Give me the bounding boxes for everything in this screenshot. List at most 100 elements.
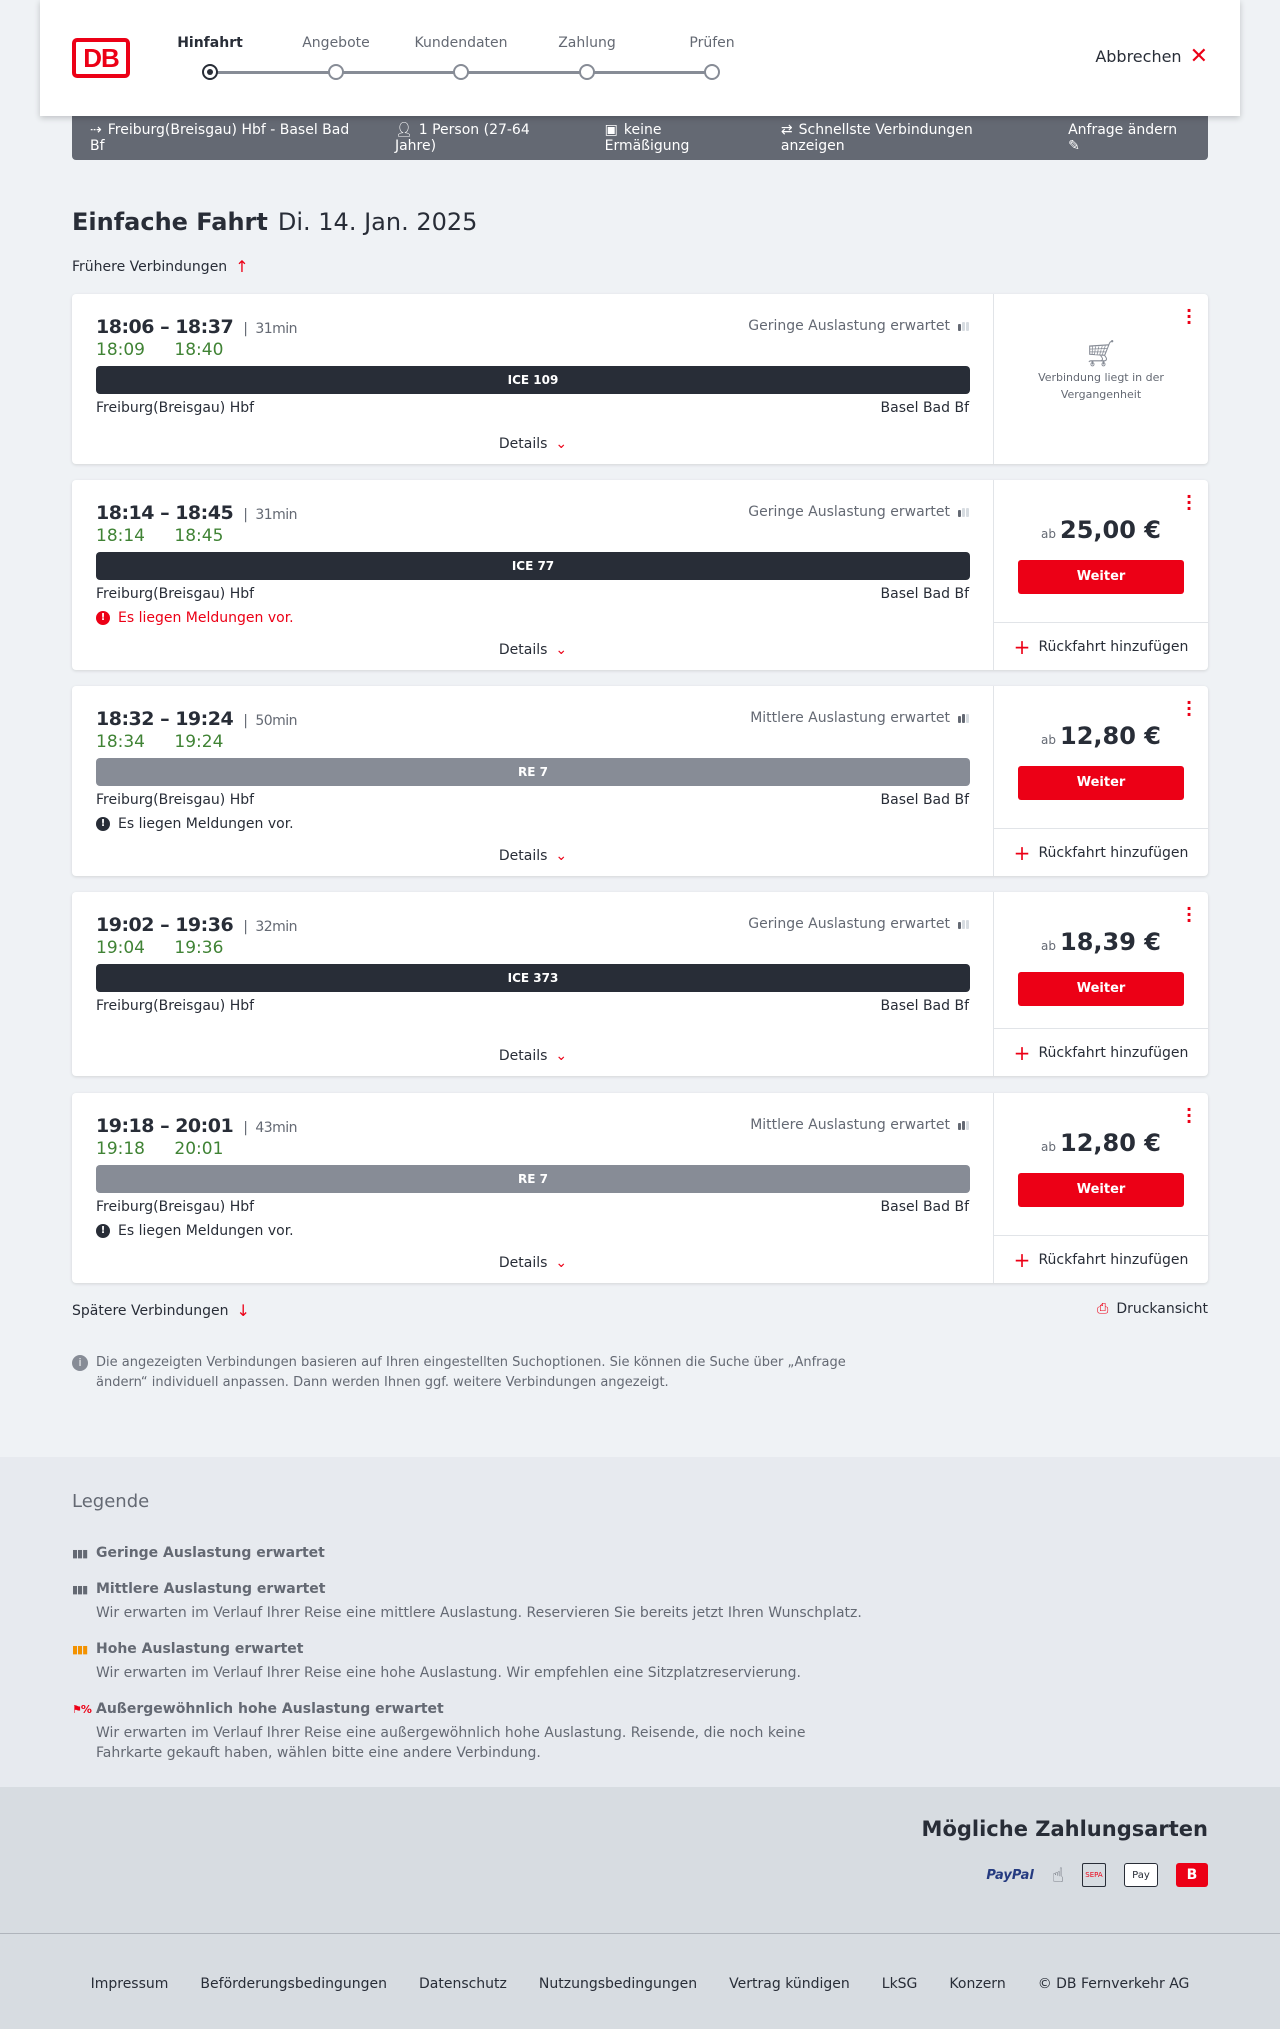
arrow-down-icon: ↓ — [236, 1301, 250, 1320]
earlier-label: Frühere Verbindungen — [72, 258, 228, 275]
realtime-times: 18:34 19:24 — [96, 732, 223, 752]
realtime-times: 19:04 19:36 — [96, 938, 223, 958]
continue-button[interactable]: Weiter — [1018, 560, 1184, 594]
alert-icon: ! — [96, 611, 110, 625]
realtime-arrival: 18:45 — [174, 526, 224, 546]
later-connections-link[interactable]: Spätere Verbindungen ↓ — [72, 1301, 250, 1320]
details-toggle[interactable]: Details ⌄ — [72, 1048, 994, 1064]
chevron-down-icon: ⌄ — [555, 1255, 568, 1271]
chevron-down-icon: ⌄ — [555, 436, 568, 452]
price-value: 12,80 € — [1060, 722, 1161, 750]
arrow-up-icon: ↑ — [235, 257, 249, 276]
planned-times: 19:18 – 20:01 | 43min — [96, 1115, 298, 1137]
load-level-icon: ▮▮▮ — [72, 1547, 88, 1560]
duration: | 43min — [243, 1120, 298, 1136]
price: ab 12,80 € — [994, 722, 1208, 750]
step-dot — [202, 64, 218, 80]
duration: | 32min — [243, 919, 298, 935]
card-icon: ▣ — [604, 122, 618, 138]
more-options-icon[interactable]: · · · — [1186, 693, 1193, 724]
db-logo[interactable]: DB — [72, 38, 130, 78]
arrival-station: Basel Bad Bf — [880, 586, 969, 602]
footer-link[interactable]: Impressum — [90, 1976, 169, 1992]
continue-button[interactable]: Weiter — [1018, 1173, 1184, 1207]
print-view-link[interactable]: ⎙ Druckansicht — [1097, 1301, 1208, 1317]
train-bar[interactable]: RE 7 — [96, 758, 970, 786]
details-toggle[interactable]: Details ⌄ — [72, 642, 994, 658]
close-icon: ✕ — [1189, 43, 1208, 69]
footer-link[interactable]: Vertrag kündigen — [729, 1976, 850, 1992]
footer: Impressum Beförderungsbedingungen Datensch… — [0, 1933, 1280, 2029]
more-options-icon[interactable]: · · · — [1186, 1100, 1193, 1131]
footer-link[interactable]: Konzern — [949, 1976, 1006, 1992]
message-text: Es liegen Meldungen vor. — [118, 816, 294, 832]
persons-text: 1 Person (27-64 Jahre) — [394, 122, 530, 154]
train-bar[interactable]: RE 7 — [96, 1165, 970, 1193]
credit-card-icon: ☝ — [1051, 1863, 1064, 1887]
db-bonus-icon: B — [1176, 1863, 1208, 1887]
add-return-trip-button[interactable]: + Rückfahrt hinzufügen — [994, 1235, 1208, 1283]
price: ab 18,39 € — [994, 928, 1208, 956]
realtime-times: 19:18 20:01 — [96, 1139, 223, 1159]
connection-info: 19:18 – 20:01 | 43min 19:18 20:01 Mittler… — [72, 1093, 994, 1283]
details-toggle[interactable]: Details ⌄ — [72, 848, 994, 864]
footer-link[interactable]: LkSG — [881, 1976, 918, 1992]
times: 18:14 – 18:45 — [96, 502, 234, 524]
load-text: Geringe Auslastung erwartet — [748, 504, 950, 520]
more-options-icon[interactable]: · · · — [1186, 301, 1193, 332]
load-indicator: Geringe Auslastung erwartet — [748, 504, 969, 520]
message-notice: ! Es liegen Meldungen vor. — [96, 1223, 294, 1239]
more-options-icon[interactable]: · · · — [1186, 899, 1193, 930]
legend-item-text: Wir erwarten im Verlauf Ihrer Reise eine… — [96, 1725, 806, 1761]
details-toggle[interactable]: Details ⌄ — [72, 436, 994, 452]
details-label: Details — [498, 848, 548, 864]
load-text: Geringe Auslastung erwartet — [748, 318, 950, 334]
apple-pay-icon: Pay — [1124, 1863, 1158, 1887]
edit-request-button[interactable]: Anfrage ändern ✎ — [1068, 122, 1190, 154]
realtime-times: 18:09 18:40 — [96, 340, 223, 360]
details-label: Details — [498, 1255, 548, 1271]
step-label: Hinfahrt — [177, 35, 243, 51]
header: DB Hinfahrt Angebote Kundendaten Zahlung Prü… — [40, 0, 1240, 116]
more-options-icon[interactable]: · · · — [1186, 487, 1193, 518]
train-bar[interactable]: ICE 77 — [96, 552, 970, 580]
discount-text: keine Ermäßigung — [604, 122, 690, 154]
load-level-icon: ▮▮▮ — [72, 1583, 88, 1596]
realtime-departure: 19:18 — [96, 1139, 145, 1159]
continue-button[interactable]: Weiter — [1018, 766, 1184, 800]
load-icon — [958, 713, 969, 723]
price-prefix: ab — [1041, 527, 1056, 541]
add-return-trip-button[interactable]: + Rückfahrt hinzufügen — [994, 1028, 1208, 1076]
cancel-button[interactable]: Abbrechen ✕ — [1095, 43, 1208, 69]
details-toggle[interactable]: Details ⌄ — [72, 1255, 994, 1271]
add-return-trip-button[interactable]: + Rückfahrt hinzufügen — [994, 828, 1208, 876]
departure-station: Freiburg(Breisgau) Hbf — [96, 586, 255, 602]
step-label: Prüfen — [689, 35, 735, 51]
payment-section: Mögliche Zahlungsarten PayPal ☝ SEPA Pay… — [0, 1787, 1280, 1933]
duration-value: 31min — [255, 321, 298, 337]
duration: | 50min — [243, 713, 298, 729]
message-notice: ! Es liegen Meldungen vor. — [96, 610, 294, 626]
train-bar[interactable]: ICE 109 — [96, 366, 970, 394]
payment-title: Mögliche Zahlungsarten — [921, 1817, 1208, 1841]
duration: | 31min — [243, 507, 298, 523]
plus-icon: + — [1013, 840, 1031, 865]
load-icon — [958, 1120, 969, 1130]
times: 19:02 – 19:36 — [96, 914, 234, 936]
continue-button[interactable]: Weiter — [1018, 972, 1184, 1006]
footer-link[interactable]: Nutzungsbedingungen — [538, 1976, 698, 1992]
sepa-icon: SEPA — [1082, 1863, 1106, 1887]
earlier-connections-link[interactable]: Frühere Verbindungen ↑ — [72, 257, 249, 276]
legend-item-title: Außergewöhnlich hohe Auslastung erwartet — [96, 1701, 444, 1717]
option-text: Schnellste Verbindungen anzeigen — [780, 122, 973, 154]
step-dot — [579, 64, 595, 80]
footer-link[interactable]: Datenschutz — [418, 1976, 507, 1992]
arrival-station: Basel Bad Bf — [880, 998, 969, 1014]
step-dot — [453, 64, 469, 80]
plus-icon: + — [1013, 1040, 1031, 1065]
return-label: Rückfahrt hinzufügen — [1038, 638, 1189, 655]
add-return-trip-button[interactable]: + Rückfahrt hinzufügen — [994, 622, 1208, 670]
footer-link[interactable]: Beförderungsbedingungen — [200, 1976, 387, 1992]
load-indicator: Geringe Auslastung erwartet — [748, 318, 969, 334]
train-bar[interactable]: ICE 373 — [96, 964, 970, 992]
